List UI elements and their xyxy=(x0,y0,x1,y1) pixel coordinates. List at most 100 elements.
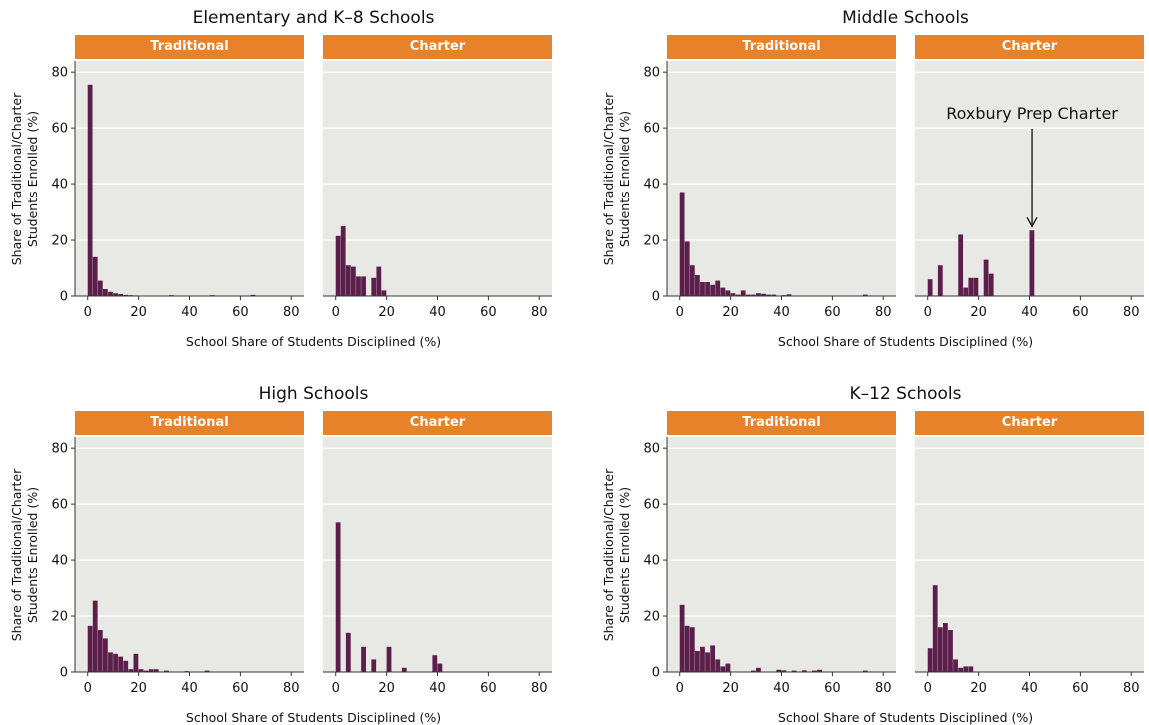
x-tick-label: 0 xyxy=(84,681,92,696)
x-tick-label: 0 xyxy=(676,681,684,696)
x-tick-label: 20 xyxy=(130,305,147,320)
histogram-bar xyxy=(689,265,695,296)
y-tick-label: 20 xyxy=(643,610,660,625)
x-tick-label: 80 xyxy=(283,681,300,696)
histogram-bar xyxy=(942,623,948,672)
histogram-bar xyxy=(108,291,113,296)
x-tick-label: 0 xyxy=(924,305,932,320)
x-tick-label: 60 xyxy=(1072,681,1089,696)
y-axis-label-line: Students Enrolled (%) xyxy=(25,486,40,623)
histogram-bar xyxy=(771,294,777,296)
x-tick-label: 40 xyxy=(429,305,446,320)
histogram-bar xyxy=(437,663,443,672)
histogram-bar xyxy=(715,280,721,296)
y-axis-label-line: Students Enrolled (%) xyxy=(617,110,632,247)
histogram-bar xyxy=(87,625,93,672)
histogram-bar xyxy=(968,666,974,672)
x-tick-label: 40 xyxy=(773,305,790,320)
histogram-bar xyxy=(340,226,346,296)
x-tick-label: 20 xyxy=(378,681,395,696)
histogram-bar xyxy=(92,600,98,672)
y-tick-label: 0 xyxy=(652,290,660,305)
x-tick-label: 60 xyxy=(1072,305,1089,320)
histogram-bar xyxy=(371,277,377,296)
x-tick-label: 80 xyxy=(1123,681,1140,696)
y-tick-label: 40 xyxy=(51,178,68,193)
y-tick-label: 80 xyxy=(51,66,68,81)
histogram-bar xyxy=(725,290,731,296)
histogram-bar xyxy=(376,266,382,296)
histogram-bar xyxy=(812,670,817,672)
histogram-bar xyxy=(345,632,351,672)
histogram-bar xyxy=(204,670,210,672)
x-tick-label: 80 xyxy=(1123,305,1140,320)
y-axis-label: Share of Traditional/Charter Students Enr… xyxy=(9,59,41,299)
histogram-bar xyxy=(148,669,154,672)
y-tick-label: 20 xyxy=(51,234,68,249)
histogram-bar xyxy=(761,293,766,296)
x-tick-label: 60 xyxy=(232,681,249,696)
histogram-bar xyxy=(118,656,124,672)
x-tick-label: 60 xyxy=(824,305,841,320)
y-axis-label-line: Share of Traditional/Charter xyxy=(9,92,24,265)
histogram-bar xyxy=(108,652,113,672)
y-tick-label: 40 xyxy=(51,554,68,569)
histogram-bar xyxy=(381,290,387,296)
histogram-bar xyxy=(756,667,761,672)
histogram-bar xyxy=(684,241,690,296)
annotation-arrow-head xyxy=(1026,216,1038,228)
x-tick-label: 40 xyxy=(181,305,198,320)
facet-strip-traditional: Traditional xyxy=(75,35,304,59)
y-axis-label-line: Students Enrolled (%) xyxy=(617,486,632,623)
histogram-bar xyxy=(694,275,700,296)
histogram-bar xyxy=(143,670,149,672)
histogram-bar xyxy=(958,667,964,672)
histogram-bar xyxy=(694,651,700,672)
histogram-bar xyxy=(740,290,746,296)
y-tick-label: 60 xyxy=(51,498,68,513)
histogram-bar xyxy=(153,669,159,672)
histogram-bar xyxy=(766,294,772,296)
facet-strip-charter: Charter xyxy=(323,411,552,435)
panel-background xyxy=(915,437,1144,672)
y-tick-label: 20 xyxy=(51,610,68,625)
histogram-bar xyxy=(710,645,716,672)
histogram-bar xyxy=(735,294,741,296)
histogram-bar xyxy=(87,84,93,297)
histogram-bar xyxy=(102,638,108,672)
x-axis-label: School Share of Students Disciplined (%) xyxy=(777,710,1034,725)
histogram-bar xyxy=(983,259,989,296)
histogram-bar xyxy=(963,287,969,296)
histogram-bar xyxy=(345,265,351,296)
histogram-bar xyxy=(927,648,933,672)
x-tick-label: 0 xyxy=(84,305,92,320)
x-tick-label: 40 xyxy=(1021,681,1038,696)
histogram-bar xyxy=(679,192,685,296)
histogram-bar xyxy=(133,653,139,672)
histogram-bar xyxy=(97,280,103,296)
x-tick-label: 20 xyxy=(722,305,739,320)
histogram-bar xyxy=(937,627,943,672)
histogram-bar xyxy=(102,289,108,296)
facet-strip-charter: Charter xyxy=(915,411,1144,435)
x-tick-label: 20 xyxy=(970,681,987,696)
histogram-bar xyxy=(948,630,953,672)
chart-title: High Schools xyxy=(258,384,369,404)
histogram-bar xyxy=(786,294,792,296)
y-tick-label: 20 xyxy=(643,234,660,249)
histogram-bar xyxy=(386,646,392,672)
y-tick-label: 0 xyxy=(652,666,660,681)
x-tick-label: 80 xyxy=(531,681,548,696)
x-tick-label: 80 xyxy=(875,681,892,696)
histogram-bar xyxy=(679,604,685,672)
panel-background xyxy=(75,61,304,296)
histogram-bar xyxy=(958,234,964,296)
histogram-bar xyxy=(730,293,736,296)
x-tick-label: 60 xyxy=(824,681,841,696)
panel-background xyxy=(75,437,304,672)
x-tick-label: 40 xyxy=(429,681,446,696)
x-tick-label: 40 xyxy=(773,681,790,696)
histogram-bar xyxy=(335,235,341,296)
histogram-bar xyxy=(432,655,438,672)
